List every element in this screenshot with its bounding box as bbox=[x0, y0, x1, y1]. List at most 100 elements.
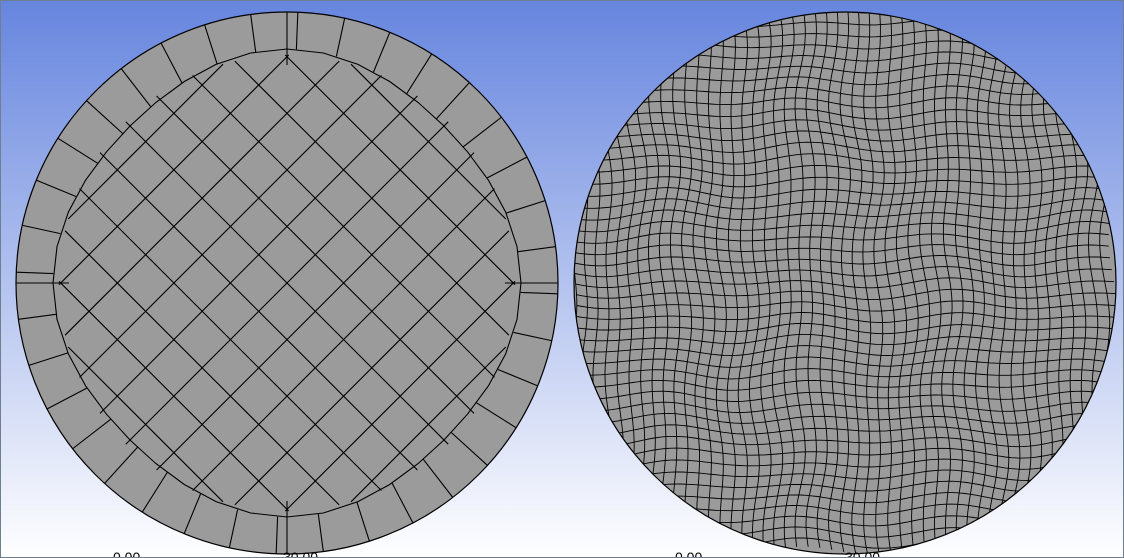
mesh-edge bbox=[422, 458, 455, 500]
mesh-edge bbox=[574, 255, 1110, 267]
mesh-edge bbox=[575, 198, 1114, 210]
mesh-edge bbox=[577, 469, 1115, 481]
mesh-edge bbox=[575, 277, 1115, 289]
mesh-edge bbox=[505, 199, 548, 214]
mesh-edge bbox=[462, 115, 504, 148]
scale-tick-start: 0.00 bbox=[113, 549, 141, 558]
viewport-fine-mesh[interactable]: 0.00 30.00 bbox=[563, 1, 1123, 558]
mesh-edge bbox=[574, 333, 1116, 346]
mesh-edge bbox=[295, 12, 299, 50]
mesh-edge bbox=[182, 493, 202, 536]
mesh-edge bbox=[486, 155, 529, 179]
mesh-edge bbox=[70, 418, 112, 451]
mesh-edge bbox=[58, 280, 290, 512]
mesh-edge bbox=[576, 424, 1114, 436]
mesh-edge bbox=[84, 98, 124, 134]
coarse-mesh-canvas bbox=[1, 1, 563, 557]
mesh-outline bbox=[15, 11, 559, 555]
mesh-edge bbox=[102, 446, 138, 486]
mesh-edge bbox=[45, 387, 88, 411]
mesh-edge bbox=[579, 447, 1116, 459]
mesh-edge bbox=[350, 346, 507, 503]
mesh-edge bbox=[692, 12, 704, 554]
mesh-edge bbox=[575, 322, 1116, 335]
mesh-edge bbox=[574, 368, 1113, 380]
mesh-edge bbox=[20, 224, 61, 235]
mesh-edge bbox=[99, 152, 418, 471]
mesh-edge bbox=[64, 230, 340, 506]
mesh-edge bbox=[436, 80, 472, 120]
mesh-edge bbox=[520, 291, 558, 295]
mesh-edge bbox=[356, 501, 371, 544]
mesh-edge bbox=[575, 164, 1116, 177]
mesh-outline bbox=[573, 11, 1117, 555]
mesh-edge bbox=[574, 356, 1115, 368]
mesh-edge bbox=[513, 331, 554, 342]
mesh-edge bbox=[517, 245, 558, 253]
mesh-edge bbox=[574, 401, 1112, 413]
mesh-edge bbox=[574, 232, 1109, 244]
mesh-edge bbox=[476, 402, 519, 430]
mesh-edge bbox=[576, 312, 1116, 323]
mesh-edge bbox=[159, 41, 183, 84]
mesh-edge bbox=[576, 300, 1116, 312]
mesh-edge bbox=[574, 266, 1112, 278]
scale-ruler: 0.00 30.00 bbox=[563, 549, 1123, 558]
mesh-edge bbox=[574, 108, 1113, 120]
mesh-edge bbox=[574, 119, 1115, 131]
mesh-edge bbox=[249, 12, 257, 53]
mesh-edge bbox=[574, 141, 1116, 153]
mesh-edge bbox=[228, 509, 239, 550]
mesh-edge bbox=[406, 51, 434, 94]
mesh-edge bbox=[450, 432, 490, 468]
mesh-edge bbox=[140, 472, 168, 515]
mesh-edge bbox=[275, 516, 279, 554]
mesh-edge bbox=[16, 271, 54, 275]
mesh-edge bbox=[497, 368, 540, 388]
mesh-edge bbox=[574, 221, 1110, 233]
mesh-edge bbox=[574, 244, 1109, 256]
mesh-edge bbox=[578, 435, 1115, 448]
mesh-edge bbox=[192, 188, 495, 491]
mesh-edge bbox=[574, 85, 1113, 97]
mesh-edge bbox=[574, 390, 1112, 402]
viewport-coarse-mesh[interactable]: 0.00 30.00 bbox=[1, 1, 563, 558]
mesh-edge bbox=[919, 12, 931, 553]
mesh-edge bbox=[576, 288, 1116, 301]
mesh-edge bbox=[574, 379, 1112, 391]
mesh-edge bbox=[941, 12, 953, 550]
mesh-edge bbox=[156, 152, 475, 471]
fine-mesh-canvas bbox=[563, 1, 1123, 557]
mesh-edge bbox=[575, 176, 1116, 188]
mesh-body bbox=[574, 12, 1116, 554]
mesh-edge bbox=[55, 136, 98, 164]
scale-ruler: 0.00 30.00 bbox=[1, 549, 563, 558]
mesh-edge bbox=[372, 30, 392, 73]
mesh-edge bbox=[16, 313, 57, 321]
mesh-edge bbox=[579, 458, 1116, 470]
mesh-edge bbox=[34, 178, 77, 198]
mesh-edge bbox=[574, 345, 1116, 357]
scale-tick-start: 0.00 bbox=[675, 549, 703, 558]
scale-tick-end: 30.00 bbox=[845, 549, 881, 558]
mesh-edge bbox=[284, 280, 516, 512]
mesh-edge bbox=[26, 352, 69, 367]
mesh-edge bbox=[574, 97, 1113, 109]
scale-tick-end: 30.00 bbox=[283, 549, 319, 558]
mesh-edge bbox=[234, 230, 510, 506]
mesh-edge bbox=[67, 346, 224, 503]
mesh-edge bbox=[574, 412, 1113, 424]
coarse-mesh-lines bbox=[16, 12, 558, 554]
mesh-edge bbox=[203, 22, 218, 65]
mesh-edge bbox=[575, 187, 1116, 199]
mesh-edge bbox=[574, 209, 1112, 221]
mesh-edge bbox=[574, 153, 1116, 165]
mesh-edge bbox=[335, 16, 346, 57]
mesh-edge bbox=[391, 482, 415, 525]
mesh-edge bbox=[125, 121, 449, 445]
mesh-edge bbox=[119, 66, 152, 108]
mesh-edge bbox=[715, 13, 727, 554]
mesh-edge bbox=[79, 188, 382, 491]
mesh-edge bbox=[317, 513, 325, 554]
